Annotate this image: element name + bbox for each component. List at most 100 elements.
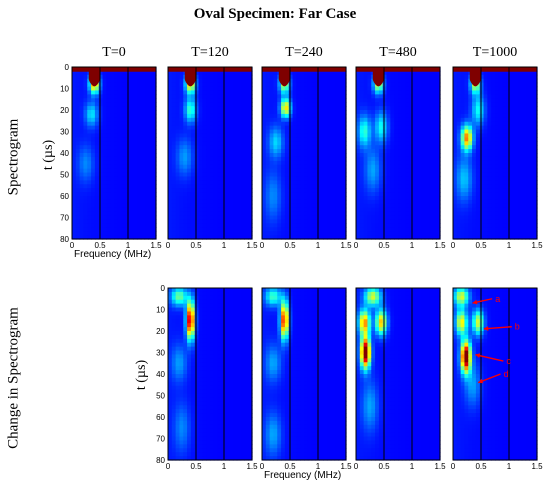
heatmap-cell — [323, 184, 328, 189]
heatmap-cell — [168, 420, 173, 426]
heatmap-cell — [479, 98, 485, 103]
heatmap-cell — [210, 196, 215, 201]
heatmap-cell — [498, 235, 504, 240]
heatmap-cell — [498, 227, 504, 232]
heatmap-cell — [334, 125, 339, 131]
heatmap-cell — [225, 235, 230, 240]
x-tick-label: 1.5 — [150, 241, 162, 250]
heatmap-cell — [483, 199, 488, 205]
heatmap-cell — [460, 102, 466, 107]
heatmap-cell — [72, 223, 77, 228]
heatmap-cell — [187, 113, 192, 119]
heatmap-cell — [229, 82, 234, 88]
heatmap-cell — [378, 145, 384, 150]
heatmap-cell — [487, 137, 492, 142]
heatmap-cell — [273, 153, 278, 158]
heatmap-cell — [475, 180, 481, 185]
heatmap-cell — [106, 98, 111, 103]
heatmap-cell — [386, 168, 391, 174]
heatmap-cell — [436, 141, 441, 146]
heatmap-cell — [175, 176, 181, 181]
heatmap-cell — [168, 456, 173, 461]
heatmap-cell — [240, 110, 245, 115]
heatmap-cell — [460, 192, 466, 197]
heatmap-cell — [273, 82, 278, 88]
heatmap-cell — [475, 211, 481, 217]
heatmap-cell — [300, 164, 305, 170]
heatmap-cell — [464, 94, 469, 99]
heatmap-cell — [417, 227, 422, 232]
heatmap-cell — [171, 436, 177, 442]
heatmap-cell — [288, 78, 294, 84]
heatmap-cell — [102, 199, 107, 205]
heatmap-cell — [94, 219, 100, 224]
heatmap-cell — [428, 196, 433, 201]
heatmap-cell — [102, 125, 107, 131]
heatmap-cell — [121, 113, 127, 119]
heatmap-cell — [405, 117, 411, 123]
heatmap-cell — [281, 145, 286, 150]
heatmap-cell — [198, 196, 203, 201]
saturated-notch — [88, 67, 100, 87]
heatmap-cell — [464, 117, 469, 123]
heatmap-cell — [413, 133, 418, 138]
heatmap-cell — [232, 129, 238, 135]
heatmap-cell — [307, 149, 313, 154]
heatmap-cell — [517, 180, 523, 185]
heatmap-cell — [342, 196, 347, 201]
heatmap-cell — [495, 121, 500, 127]
heatmap-cell — [307, 235, 313, 240]
heatmap-cell — [510, 176, 515, 181]
heatmap-cell — [472, 199, 477, 205]
heatmap-cell — [190, 196, 196, 201]
heatmap-cell — [87, 121, 92, 127]
heatmap-cell — [525, 160, 530, 166]
heatmap-cell — [187, 199, 192, 205]
heatmap-cell — [296, 192, 301, 197]
heatmap-cell — [292, 211, 297, 217]
heatmap-cell — [334, 137, 339, 142]
heatmap-cell — [417, 90, 422, 95]
heatmap-cell — [319, 156, 324, 162]
heatmap-cell — [83, 172, 88, 178]
heatmap-cell — [248, 94, 253, 99]
heatmap-cell — [375, 227, 380, 232]
heatmap-cell — [273, 219, 278, 224]
heatmap-cell — [417, 129, 422, 135]
heatmap-cell — [144, 184, 149, 189]
heatmap-cell — [140, 164, 146, 170]
heatmap-cell — [217, 203, 223, 209]
heatmap-cell — [144, 223, 149, 228]
heatmap-cell — [390, 227, 395, 232]
heatmap-cell — [382, 203, 388, 209]
heatmap-cell — [171, 113, 177, 119]
heatmap-cell — [91, 192, 96, 197]
heatmap-cell — [206, 168, 211, 174]
heatmap-cell — [371, 235, 376, 240]
heatmap-cell — [307, 199, 313, 205]
heatmap-cell — [424, 98, 430, 103]
heatmap-cell — [114, 199, 119, 205]
heatmap-cell — [277, 211, 282, 217]
heatmap-cell — [281, 207, 286, 213]
heatmap-cell — [472, 94, 477, 99]
heatmap-cell — [168, 303, 173, 309]
heatmap-cell — [487, 149, 492, 154]
heatmap-cell — [72, 231, 77, 236]
heatmap-cell — [382, 102, 388, 107]
heatmap-cell — [356, 90, 361, 95]
heatmap-cell — [106, 113, 111, 119]
heatmap-cell — [206, 176, 211, 181]
heatmap-cell — [202, 176, 207, 181]
heatmap-cell — [510, 203, 515, 209]
heatmap-cell — [72, 196, 77, 201]
heatmap-cell — [292, 117, 297, 123]
heatmap-cell — [121, 86, 127, 92]
heatmap-cell — [236, 117, 242, 123]
heatmap-cell — [273, 133, 278, 138]
heatmap-cell — [83, 110, 88, 115]
heatmap-cell — [72, 203, 77, 209]
heatmap-cell — [114, 70, 119, 76]
heatmap-cell — [533, 70, 538, 76]
heatmap-cell — [148, 141, 153, 146]
